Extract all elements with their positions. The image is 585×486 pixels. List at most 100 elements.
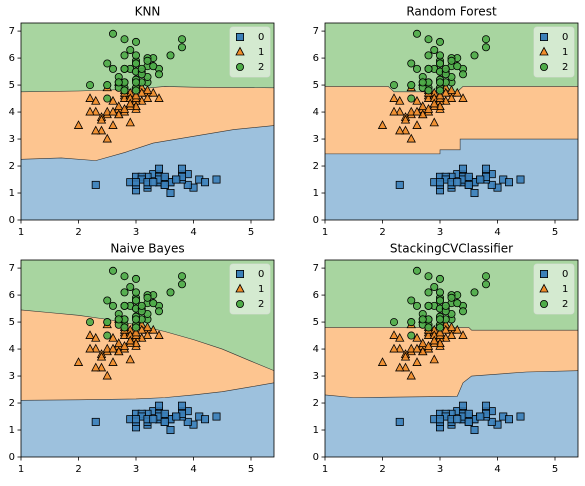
point <box>108 332 118 342</box>
point <box>406 343 416 353</box>
point <box>464 172 473 181</box>
x-tick-label: 4 <box>190 227 196 238</box>
y-tick-label: 5 <box>9 80 15 91</box>
point <box>103 331 112 340</box>
point <box>435 59 444 68</box>
point <box>406 370 416 380</box>
x-tick-label: 4 <box>494 464 500 475</box>
point <box>131 323 140 332</box>
point <box>418 78 427 87</box>
point <box>143 293 152 302</box>
point <box>149 415 158 424</box>
point <box>177 35 186 44</box>
legend-marker <box>539 46 549 56</box>
point <box>389 343 399 353</box>
point <box>86 81 95 90</box>
point <box>137 64 146 73</box>
point <box>418 315 427 324</box>
point <box>183 417 192 426</box>
point <box>114 101 124 111</box>
legend-marker <box>540 33 549 42</box>
point <box>447 293 456 302</box>
legend-marker <box>540 299 549 308</box>
point <box>103 81 112 90</box>
point <box>177 164 186 173</box>
point <box>85 343 95 353</box>
point <box>429 117 439 127</box>
x-tick-label: 2 <box>75 227 81 238</box>
x-tick-label: 3 <box>133 227 139 238</box>
point <box>166 426 175 435</box>
point <box>85 93 95 102</box>
point <box>423 341 434 350</box>
point <box>470 288 479 297</box>
x-tick-label: 1 <box>18 464 24 475</box>
legend-marker <box>540 269 549 278</box>
point <box>131 296 140 305</box>
point <box>395 343 405 353</box>
point <box>91 180 100 189</box>
x-tick-label: 3 <box>133 464 139 475</box>
point <box>131 288 140 297</box>
legend-label: 2 <box>258 62 264 73</box>
point <box>446 85 457 94</box>
x-tick-label: 5 <box>552 227 558 238</box>
point <box>504 415 513 424</box>
point <box>183 180 192 189</box>
point <box>458 164 467 173</box>
point <box>85 106 95 116</box>
point <box>395 417 404 426</box>
point <box>125 354 135 364</box>
point <box>120 272 129 281</box>
point <box>458 93 468 102</box>
point <box>120 64 129 73</box>
point <box>424 35 433 44</box>
point <box>470 189 479 198</box>
point <box>103 318 112 327</box>
point <box>125 335 135 345</box>
point <box>395 180 404 189</box>
point <box>389 81 398 90</box>
legend-marker <box>235 283 245 293</box>
y-tick-label: 4 <box>313 107 319 118</box>
y-tick-label: 0 <box>313 215 319 226</box>
point <box>453 178 462 187</box>
point <box>424 51 433 60</box>
point <box>154 401 163 410</box>
point <box>458 307 467 316</box>
point <box>481 401 490 410</box>
x-tick-label: 5 <box>248 464 254 475</box>
point <box>407 296 416 305</box>
point <box>453 62 462 71</box>
point <box>142 330 153 339</box>
point <box>212 412 221 421</box>
point <box>137 87 147 97</box>
point <box>103 296 112 305</box>
point <box>424 272 433 281</box>
legend-marker <box>235 63 244 72</box>
point <box>108 95 118 105</box>
point <box>464 180 473 189</box>
point <box>423 104 434 113</box>
point <box>154 93 164 102</box>
point <box>149 178 158 187</box>
y-tick-label: 4 <box>313 344 319 355</box>
point <box>166 51 175 60</box>
point <box>114 338 124 348</box>
point <box>435 78 444 87</box>
point <box>177 43 186 52</box>
x-tick-label: 1 <box>322 227 328 238</box>
point <box>435 178 444 187</box>
point <box>470 426 479 435</box>
y-tick-label: 3 <box>313 371 319 382</box>
point <box>142 85 153 94</box>
point <box>109 301 118 310</box>
point <box>389 93 399 102</box>
point <box>412 343 422 353</box>
chart-title: KNN <box>135 5 161 19</box>
point <box>476 175 485 184</box>
point <box>96 114 107 124</box>
